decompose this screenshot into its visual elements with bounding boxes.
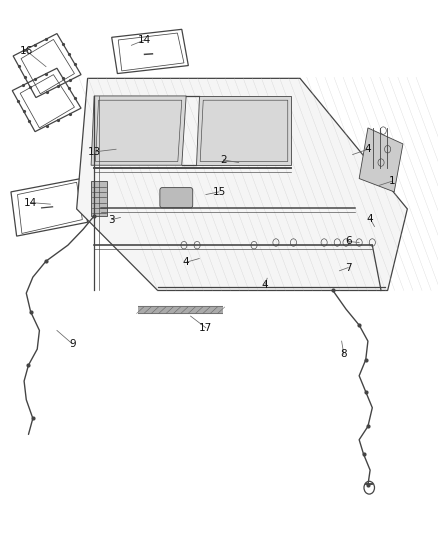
Polygon shape	[91, 96, 186, 165]
Polygon shape	[91, 181, 107, 216]
Text: 17: 17	[199, 323, 212, 333]
Text: 4: 4	[367, 214, 374, 223]
Polygon shape	[359, 128, 403, 192]
Text: 14: 14	[138, 35, 151, 45]
Text: 9: 9	[69, 339, 76, 349]
Polygon shape	[196, 96, 291, 165]
Text: 1: 1	[389, 176, 396, 186]
Text: 4: 4	[261, 280, 268, 290]
Text: 16: 16	[20, 46, 33, 55]
Text: 8: 8	[340, 350, 347, 359]
Text: 14: 14	[24, 198, 37, 207]
FancyBboxPatch shape	[160, 188, 193, 208]
Text: 4: 4	[183, 257, 190, 267]
Polygon shape	[77, 78, 407, 290]
Text: 4: 4	[364, 144, 371, 154]
Text: 13: 13	[88, 147, 101, 157]
Text: 7: 7	[345, 263, 352, 272]
Text: 3: 3	[108, 215, 115, 224]
Text: 6: 6	[345, 237, 352, 246]
Text: 2: 2	[220, 155, 227, 165]
Text: 15: 15	[212, 187, 226, 197]
